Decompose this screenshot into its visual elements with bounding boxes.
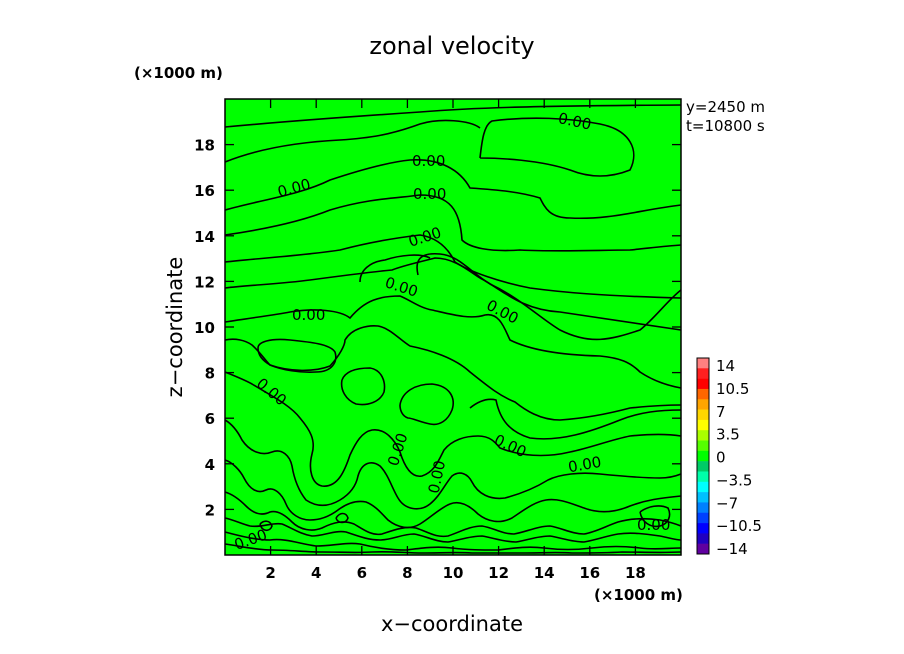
- contour-line: [224, 295, 682, 389]
- y-unit-label: (×1000 m): [134, 64, 223, 82]
- colorbar-swatch: [697, 502, 709, 514]
- contour-line: [224, 234, 682, 299]
- contour-lines: [224, 104, 682, 554]
- contour-label: 0.00: [292, 306, 325, 324]
- colorbar-label: −14: [716, 540, 748, 558]
- x-tick-label: 18: [625, 564, 646, 582]
- colorbar-swatch: [697, 430, 709, 441]
- x-tick-label: 6: [357, 564, 367, 582]
- colorbar-label: 10.5: [716, 380, 749, 398]
- x-tick-label: 16: [579, 564, 600, 582]
- x-tick-label: 10: [443, 564, 464, 582]
- axis-ticks: 2 4 6 8 10 12 14 16 18 2 4 6 8 10 12 14 16 18: [194, 99, 681, 582]
- colorbar-swatch: [697, 523, 709, 534]
- colorbar-label: −3.5: [716, 471, 752, 489]
- x-axis-label: x−coordinate: [381, 612, 523, 636]
- colorbar-swatch: [697, 419, 709, 431]
- colorbar-frame: [696, 357, 710, 555]
- contour-line: [224, 194, 682, 252]
- colorbar-swatch: [697, 471, 709, 483]
- contour-line: [359, 254, 431, 283]
- colorbar-label: 3.5: [716, 426, 740, 444]
- colorbar-swatch: [697, 461, 709, 472]
- contour-label: 0.00: [413, 185, 446, 203]
- y-tick-label: 6: [205, 410, 215, 428]
- x-unit-label: (×1000 m): [594, 586, 683, 604]
- contour-line: [257, 338, 337, 373]
- contour-line: [224, 543, 682, 554]
- contour-line: [224, 491, 682, 538]
- contour-line: [639, 505, 671, 528]
- colorbar-label: 14: [716, 357, 735, 375]
- colorbar-swatch: [697, 533, 709, 544]
- contour-line: [335, 512, 349, 524]
- colorbar-swatch: [697, 378, 709, 390]
- contour-line: [469, 398, 682, 440]
- colorbar-swatch: [697, 512, 709, 524]
- contour-line: [224, 517, 682, 543]
- colorbar-swatch: [697, 481, 709, 493]
- colorbar: 14 10.5 7 3.5 0 −3.5 −7 −10.5 −14: [696, 357, 762, 558]
- x-tick-label: 8: [402, 564, 412, 582]
- y-tick-label: 14: [194, 228, 215, 246]
- info-t-label: t=10800 s: [686, 117, 765, 135]
- y-axis-label: z−coordinate: [163, 257, 187, 398]
- colorbar-swatch: [697, 409, 709, 421]
- info-y-label: y=2450 m: [686, 98, 765, 116]
- y-tick-label: 18: [194, 137, 215, 155]
- colorbar-swatch: [697, 368, 709, 379]
- colorbar-swatch: [697, 543, 709, 555]
- contour-line: [224, 159, 682, 220]
- colorbar-swatch: [697, 399, 709, 410]
- contour-label: 0.00: [567, 453, 603, 477]
- colorbar-swatch: [697, 388, 709, 400]
- contour-line: [224, 531, 682, 551]
- y-tick-label: 12: [194, 273, 215, 291]
- contour-line: [224, 371, 682, 487]
- y-tick-label: 10: [194, 319, 215, 337]
- colorbar-label: 0: [716, 449, 726, 467]
- x-tick-label: 14: [534, 564, 555, 582]
- colorbar-swatch: [697, 358, 709, 369]
- contour-line: [224, 119, 481, 163]
- plot-area: 0.00 0.00 0.00 0.00 0.00 0.00 0.00 0.00 …: [194, 98, 682, 582]
- y-tick-label: 8: [205, 365, 215, 383]
- contour-line: [224, 257, 682, 331]
- x-tick-label: 12: [488, 564, 509, 582]
- colorbar-label: 7: [716, 403, 726, 421]
- y-tick-label: 16: [194, 182, 215, 200]
- y-tick-label: 2: [205, 501, 215, 519]
- x-tick-label: 4: [311, 564, 321, 582]
- velocity-field: [225, 99, 681, 555]
- contour-line: [259, 520, 273, 532]
- colorbar-swatch: [697, 450, 709, 462]
- x-tick-label: 2: [265, 564, 275, 582]
- colorbar-swatch: [697, 492, 709, 503]
- contour-line: [340, 367, 386, 406]
- chart-title: zonal velocity: [369, 32, 534, 60]
- contour-label: 0.00: [412, 152, 445, 170]
- contour-line: [399, 383, 454, 426]
- contour-line: [416, 252, 682, 341]
- colorbar-swatch: [697, 440, 709, 452]
- y-tick-label: 4: [205, 456, 215, 474]
- colorbar-label: −10.5: [716, 517, 762, 535]
- contour-line: [479, 117, 635, 177]
- contour-label: 0.00: [637, 516, 670, 534]
- colorbar-label: −7: [716, 494, 738, 512]
- contour-line: [224, 419, 682, 510]
- contour-line: [224, 104, 682, 128]
